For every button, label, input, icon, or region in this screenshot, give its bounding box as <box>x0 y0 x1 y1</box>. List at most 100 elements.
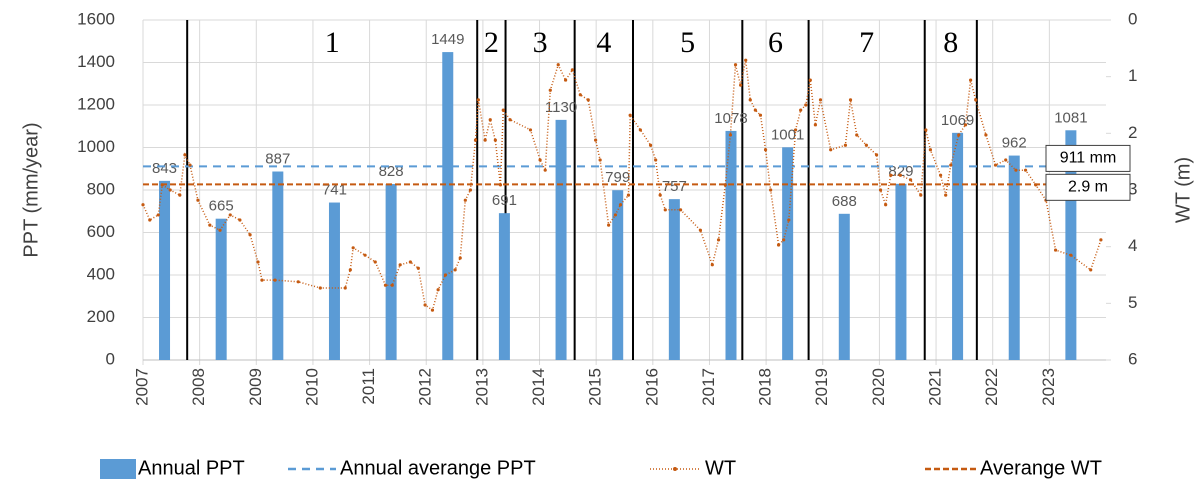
legend-label: Annual PPT <box>138 457 245 479</box>
bar-value-label: 1001 <box>771 126 804 143</box>
wt-point <box>613 213 618 217</box>
wt-point <box>723 183 727 187</box>
wt-point <box>813 123 818 127</box>
wt-point <box>648 143 653 147</box>
wt-point <box>351 246 355 250</box>
wt-point <box>483 138 487 142</box>
y-tick-label: 200 <box>87 307 115 326</box>
wt-point <box>156 213 160 217</box>
wt-point <box>919 193 923 197</box>
wt-point <box>993 163 998 167</box>
wt-point <box>984 133 988 137</box>
wt-point <box>208 223 212 227</box>
x-tick-label: 2020 <box>869 368 888 406</box>
wt-point <box>408 260 412 264</box>
wt-point <box>799 108 803 112</box>
wt-point <box>436 288 440 292</box>
wt-point <box>758 113 763 117</box>
period-label: 3 <box>533 26 548 59</box>
wt-point <box>248 233 252 237</box>
wt-point <box>864 143 868 147</box>
period-label: 7 <box>859 26 874 59</box>
bar-value-label: 1081 <box>1054 109 1087 126</box>
bar <box>328 202 340 360</box>
wt-point <box>628 113 632 117</box>
bar-value-label: 962 <box>1002 135 1027 152</box>
wt-point <box>957 133 961 137</box>
x-tick-label: 2015 <box>586 368 605 406</box>
wt-point <box>548 88 552 92</box>
wt-point <box>1053 248 1058 252</box>
wt-point <box>373 260 377 264</box>
wt-point <box>908 178 913 182</box>
bar <box>668 199 680 360</box>
wt-point <box>383 283 388 287</box>
y2-tick-label: 6 <box>1128 349 1137 368</box>
bar <box>385 184 397 360</box>
y-tick-label: 400 <box>87 264 115 283</box>
wt-point <box>924 128 928 132</box>
period-label: 4 <box>596 26 611 59</box>
bar <box>159 180 171 360</box>
bar-value-label: 829 <box>888 163 913 180</box>
wt-point <box>769 188 773 192</box>
wt-point <box>793 128 798 132</box>
wt-point <box>1034 183 1038 187</box>
y-tick-label: 1600 <box>77 9 115 28</box>
wt-point <box>884 203 888 207</box>
x-tick-label: 2013 <box>472 368 491 406</box>
wt-point <box>348 268 352 272</box>
bar-value-label: 1069 <box>941 112 974 129</box>
bar <box>272 171 284 360</box>
y2-tick-label: 3 <box>1128 179 1137 198</box>
bar-value-label: 691 <box>492 192 517 209</box>
wt-point <box>168 188 172 192</box>
x-tick-label: 2019 <box>812 368 831 406</box>
legend-swatch <box>673 467 677 471</box>
period-label: 2 <box>484 26 499 59</box>
bar <box>498 213 510 360</box>
y-tick-label: 1200 <box>77 94 115 113</box>
wt-point <box>296 280 300 284</box>
bar <box>442 52 454 361</box>
wt-point <box>716 238 721 242</box>
wt-point <box>1014 168 1018 172</box>
wt-point <box>969 78 973 82</box>
wt-point <box>763 148 768 152</box>
wt-point <box>453 268 457 272</box>
wt-point <box>343 286 347 290</box>
wt-point <box>928 148 932 152</box>
wt-point <box>658 193 662 197</box>
x-tick-label: 2021 <box>926 368 945 406</box>
x-tick-label: 2022 <box>982 368 1001 406</box>
wt-point <box>878 188 883 192</box>
wt-point <box>238 218 242 222</box>
wt-point <box>744 58 748 62</box>
wt-point <box>423 303 427 307</box>
bar <box>952 132 964 360</box>
y-axis-title: PPT (mm/year) <box>20 122 42 257</box>
wt-point <box>188 163 192 167</box>
wt-point <box>160 183 164 187</box>
wt-point <box>1099 238 1103 242</box>
wt-point <box>556 63 560 67</box>
wt-point <box>618 203 623 207</box>
wt-point <box>578 93 582 97</box>
y-tick-label: 1400 <box>77 52 115 71</box>
wt-point <box>586 98 590 102</box>
y2-axis-title: WT (m) <box>1172 157 1194 223</box>
wt-point <box>944 193 948 197</box>
period-label: 8 <box>943 26 958 59</box>
x-tick-label: 2011 <box>359 368 378 405</box>
wt-point <box>739 83 743 87</box>
bar <box>1065 130 1077 360</box>
wt-point <box>782 238 786 242</box>
legend-swatch <box>100 459 136 479</box>
wt-point <box>468 188 473 192</box>
wt-point <box>898 173 902 177</box>
bar <box>1008 155 1020 360</box>
wt-point <box>678 208 683 212</box>
wt-point <box>218 228 222 232</box>
wt-point <box>974 98 978 102</box>
x-tick-label: 2009 <box>246 368 265 406</box>
